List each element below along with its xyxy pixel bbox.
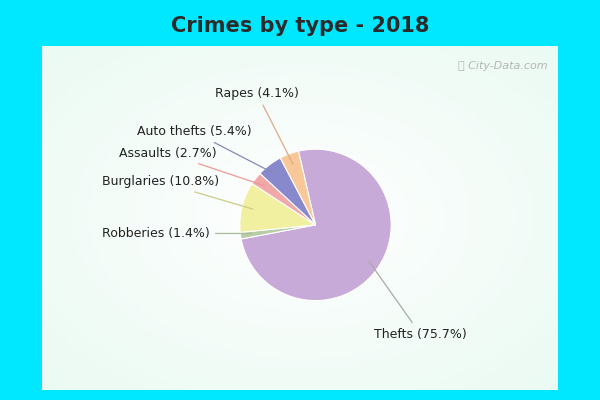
Text: Assaults (2.7%): Assaults (2.7%) <box>119 147 264 186</box>
Wedge shape <box>252 174 316 225</box>
Text: Auto thefts (5.4%): Auto thefts (5.4%) <box>137 126 275 174</box>
Text: Crimes by type - 2018: Crimes by type - 2018 <box>171 16 429 36</box>
Wedge shape <box>260 158 316 225</box>
Text: Rapes (4.1%): Rapes (4.1%) <box>215 87 299 164</box>
Text: Burglaries (10.8%): Burglaries (10.8%) <box>102 175 253 209</box>
Text: ⓘ City-Data.com: ⓘ City-Data.com <box>458 62 548 72</box>
Text: Robberies (1.4%): Robberies (1.4%) <box>102 227 251 240</box>
Text: Thefts (75.7%): Thefts (75.7%) <box>369 261 467 341</box>
Wedge shape <box>240 225 316 239</box>
Wedge shape <box>280 151 316 225</box>
Wedge shape <box>241 149 391 300</box>
Wedge shape <box>240 184 316 232</box>
